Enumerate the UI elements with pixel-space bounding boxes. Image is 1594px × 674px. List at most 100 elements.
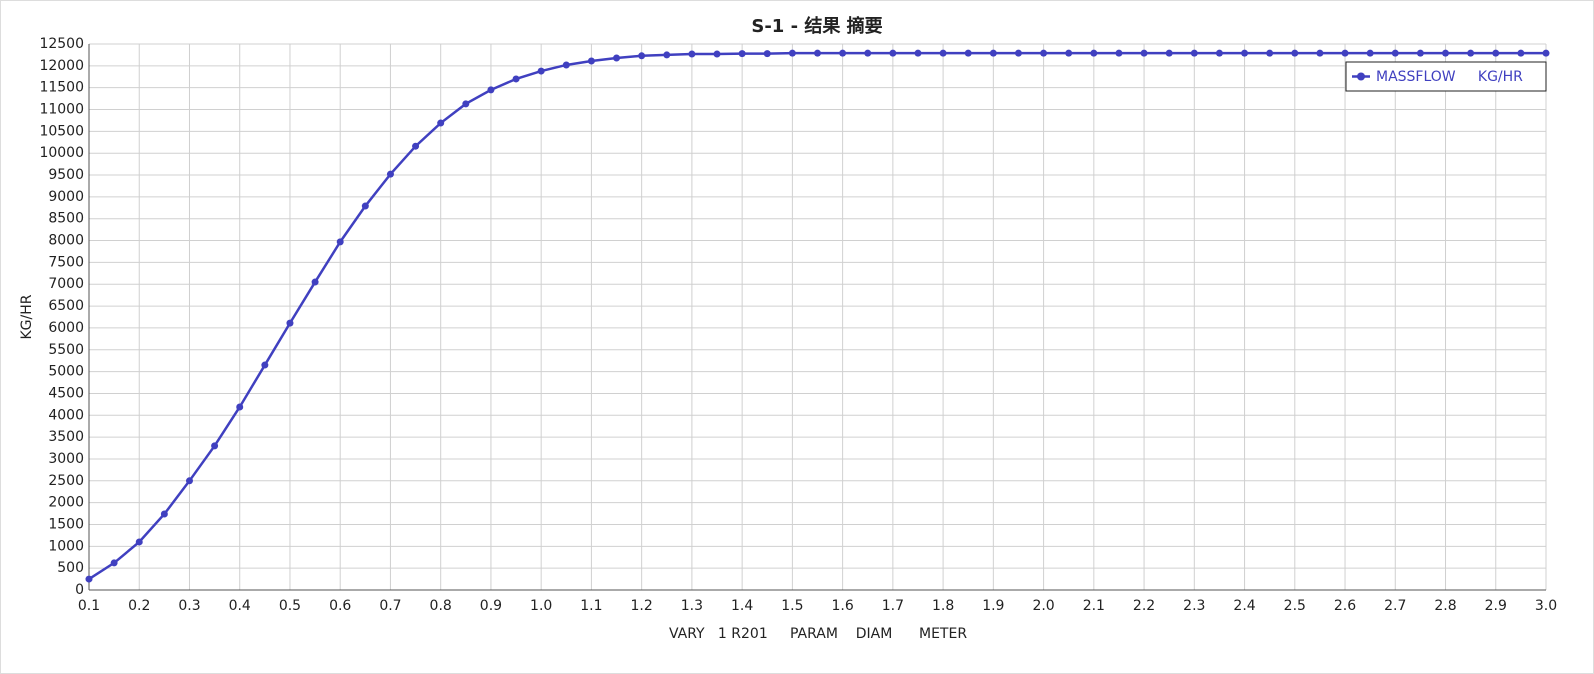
x-tick-label: 0.2 (128, 598, 150, 614)
data-point (763, 50, 771, 58)
y-tick-label: 8000 (48, 233, 84, 249)
data-point (236, 403, 244, 411)
x-tick-label: 0.5 (279, 598, 301, 614)
data-point (1316, 49, 1324, 57)
data-point (85, 575, 93, 583)
y-tick-label: 4000 (48, 407, 84, 423)
x-tick-label: 2.6 (1334, 598, 1356, 614)
data-point (814, 49, 821, 57)
x-tick-label: 0.3 (178, 598, 200, 614)
y-tick-label: 11000 (39, 102, 84, 118)
legend-label: MASSFLOW KG/HR (1376, 69, 1523, 85)
data-point (1366, 49, 1374, 57)
x-tick-label: 0.6 (329, 598, 351, 614)
data-point (1291, 49, 1299, 57)
data-point (738, 50, 746, 58)
x-tick-label: 2.5 (1284, 598, 1306, 614)
data-point (1014, 49, 1022, 57)
data-point (1416, 49, 1424, 57)
y-tick-label: 1000 (48, 538, 84, 554)
x-tick-label: 0.4 (229, 598, 251, 614)
x-tick-label: 2.8 (1434, 598, 1456, 614)
data-point (437, 119, 445, 127)
x-tick-label: 0.7 (379, 598, 401, 614)
data-point (1165, 49, 1173, 57)
data-point (688, 50, 696, 58)
x-tick-label: 1.2 (631, 598, 653, 614)
data-point (412, 142, 420, 150)
data-point (839, 49, 847, 57)
y-tick-label: 1500 (48, 516, 84, 532)
x-tick-label: 0.8 (430, 598, 452, 614)
x-tick-label: 2.7 (1384, 598, 1406, 614)
data-point (939, 49, 947, 57)
data-point (512, 75, 520, 83)
data-point (864, 49, 872, 57)
y-tick-label: 500 (57, 560, 84, 576)
x-tick-label: 1.3 (681, 598, 703, 614)
data-point (1517, 49, 1525, 57)
data-point (537, 67, 545, 75)
data-point (1215, 49, 1223, 57)
data-point (160, 510, 168, 518)
data-point (964, 49, 972, 57)
legend-box (1345, 61, 1547, 92)
data-point (311, 278, 319, 286)
y-tick-label: 7500 (48, 254, 84, 270)
y-tick-label: 2500 (48, 473, 84, 489)
y-tick-label: 3500 (48, 429, 84, 445)
data-point (1542, 49, 1550, 57)
data-point (889, 49, 897, 57)
data-point (1140, 49, 1148, 57)
x-axis-label: VARY 1 R201 PARAM DIAM METER (669, 626, 967, 642)
data-point (1492, 49, 1500, 57)
y-tick-label: 9000 (48, 189, 84, 205)
y-tick-label: 0 (75, 582, 84, 598)
y-tick-label: 2000 (48, 495, 84, 511)
x-tick-label: 2.0 (1032, 598, 1054, 614)
data-point (1266, 49, 1274, 57)
y-tick-label: 4500 (48, 385, 84, 401)
data-point (713, 50, 721, 58)
x-tick-label: 1.9 (982, 598, 1004, 614)
data-point (1040, 49, 1048, 57)
data-point (663, 51, 671, 59)
y-tick-label: 12500 (39, 36, 84, 52)
x-tick-label: 0.1 (78, 598, 100, 614)
y-tick-label: 8500 (48, 211, 84, 227)
y-tick-label: 10000 (39, 145, 84, 161)
data-point (1391, 49, 1399, 57)
data-point (613, 54, 621, 62)
data-point (185, 477, 193, 485)
data-point (336, 238, 344, 246)
data-point (361, 202, 369, 210)
data-point (788, 49, 796, 57)
data-point (135, 538, 143, 546)
data-point (1065, 49, 1073, 57)
data-point (487, 86, 495, 94)
x-tick-label: 0.9 (480, 598, 502, 614)
y-tick-label: 7000 (48, 276, 84, 292)
y-tick-label: 5000 (48, 364, 84, 380)
x-tick-label: 2.4 (1233, 598, 1255, 614)
data-point (1190, 49, 1198, 57)
data-point (989, 49, 997, 57)
y-tick-label: 10500 (39, 123, 84, 139)
data-point (261, 361, 269, 369)
chart-title: S-1 - 结果 摘要 (751, 15, 882, 37)
x-tick-label: 1.6 (831, 598, 853, 614)
x-tick-label: 3.0 (1535, 598, 1557, 614)
x-tick-label: 2.2 (1133, 598, 1155, 614)
x-tick-label: 1.1 (580, 598, 602, 614)
data-point (914, 49, 922, 57)
data-point (1090, 49, 1098, 57)
data-point (1341, 49, 1349, 57)
y-tick-label: 6500 (48, 298, 84, 314)
x-tick-label: 2.3 (1183, 598, 1205, 614)
data-point (562, 61, 570, 69)
data-point (386, 170, 394, 178)
y-tick-label: 3000 (48, 451, 84, 467)
data-point (286, 319, 294, 327)
y-tick-label: 11500 (39, 80, 84, 96)
